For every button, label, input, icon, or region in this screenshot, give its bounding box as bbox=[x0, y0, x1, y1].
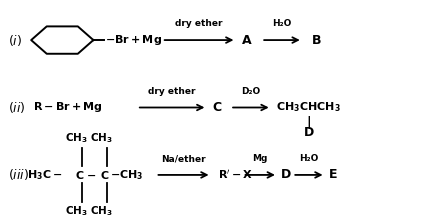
Text: H₂O: H₂O bbox=[299, 154, 319, 163]
Text: Na/ether: Na/ether bbox=[161, 154, 206, 163]
Text: $\mathbf{CH_3}$: $\mathbf{CH_3}$ bbox=[65, 132, 88, 145]
Text: dry ether: dry ether bbox=[175, 20, 223, 29]
Text: $\mathbf{R - Br + Mg}$: $\mathbf{R - Br + Mg}$ bbox=[33, 100, 103, 115]
Text: $\mathbf{C}$: $\mathbf{C}$ bbox=[212, 101, 222, 114]
Text: $\mathbf{H_3C-}$: $\mathbf{H_3C-}$ bbox=[27, 168, 63, 182]
Text: H₂O: H₂O bbox=[272, 20, 292, 29]
Text: $\mathbf{B}$: $\mathbf{B}$ bbox=[311, 34, 321, 47]
Text: Mg: Mg bbox=[253, 154, 268, 163]
Text: dry ether: dry ether bbox=[148, 87, 196, 96]
Text: $\mathbf{\mathit{(i)}}$: $\mathbf{\mathit{(i)}}$ bbox=[8, 33, 22, 48]
Text: $\mathbf{C}$: $\mathbf{C}$ bbox=[100, 169, 110, 181]
Text: $\mathbf{CH_3CHCH_3}$: $\mathbf{CH_3CHCH_3}$ bbox=[276, 101, 341, 114]
Text: $\mathbf{D}$: $\mathbf{D}$ bbox=[303, 126, 315, 140]
Text: $\mathbf{-CH_3}$: $\mathbf{-CH_3}$ bbox=[110, 168, 144, 182]
Text: $\mathbf{A}$: $\mathbf{A}$ bbox=[241, 34, 252, 47]
Text: |: | bbox=[307, 116, 311, 129]
Text: $\mathbf{R'-X}$: $\mathbf{R'-X}$ bbox=[218, 168, 253, 181]
Text: $\mathbf{CH_3}$: $\mathbf{CH_3}$ bbox=[90, 204, 113, 215]
Text: $\mathbf{\mathit{(iii)}}$: $\mathbf{\mathit{(iii)}}$ bbox=[8, 167, 30, 182]
Text: $\mathbf{\mathit{(ii)}}$: $\mathbf{\mathit{(ii)}}$ bbox=[8, 100, 26, 115]
Text: $\mathbf{-}$: $\mathbf{-}$ bbox=[86, 170, 96, 180]
Text: $\mathbf{CH_3}$: $\mathbf{CH_3}$ bbox=[90, 132, 113, 145]
Text: $\mathbf{D}$: $\mathbf{D}$ bbox=[280, 168, 291, 181]
Text: $\mathbf{CH_3}$: $\mathbf{CH_3}$ bbox=[65, 204, 88, 215]
Text: D₂O: D₂O bbox=[241, 87, 261, 96]
Text: $\mathbf{-Br + Mg}$: $\mathbf{-Br + Mg}$ bbox=[104, 33, 162, 47]
Text: $\mathbf{E}$: $\mathbf{E}$ bbox=[327, 168, 337, 181]
Text: $\mathbf{C}$: $\mathbf{C}$ bbox=[75, 169, 85, 181]
